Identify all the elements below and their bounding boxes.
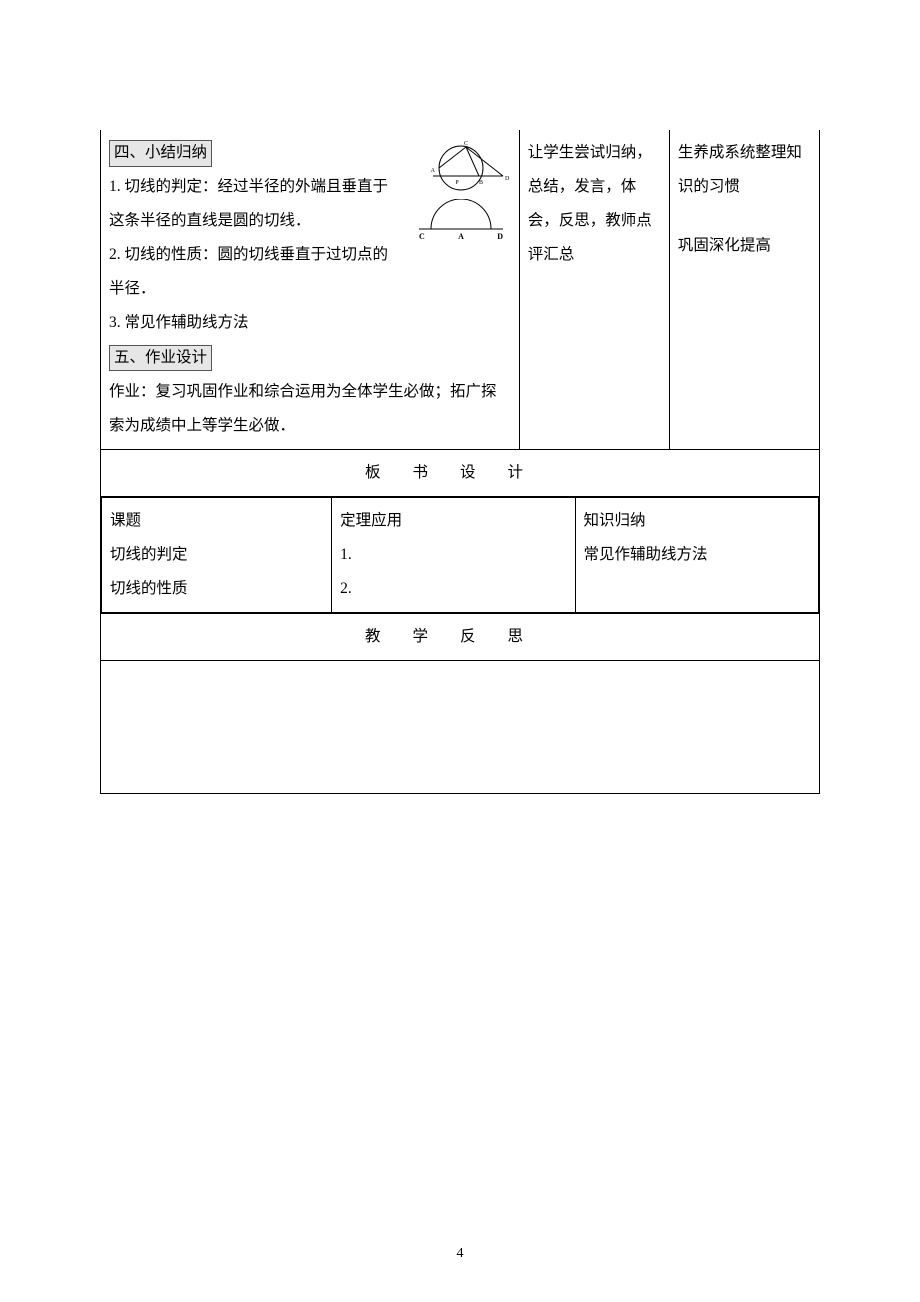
board-col-1: 课题 切线的判定 切线的性质 [102, 497, 332, 612]
fig1-label-a: A [430, 168, 435, 174]
board-c3-l2: 常见作辅助线方法 [584, 538, 810, 572]
board-c2-l2: 1. [340, 538, 566, 572]
section-4-heading: 四、小结归纳 [109, 140, 212, 167]
content-cell-left: C A P B D C A D 四、小结归 [101, 130, 520, 449]
fig1-label-c: C [464, 141, 468, 147]
board-c2-l1: 定理应用 [340, 504, 566, 538]
board-c2-l3: 2. [340, 572, 566, 606]
section-5-heading: 五、作业设计 [109, 345, 212, 372]
lesson-plan-table: C A P B D C A D 四、小结归 [100, 130, 820, 794]
fig1-label-d: D [505, 176, 510, 182]
fig1-label-p: P [455, 180, 459, 186]
page-number: 4 [0, 1246, 920, 1262]
board-design-cell: 课题 切线的判定 切线的性质 定理应用 1. 2. 知识归纳 常见作辅助线方法 [101, 496, 820, 613]
board-col-2: 定理应用 1. 2. [332, 497, 575, 612]
fig2-label-d: D [497, 232, 503, 241]
board-c1-l2: 切线的判定 [110, 538, 323, 572]
teaching-reflection-cell [101, 661, 820, 794]
fig2-label-a: A [458, 232, 464, 241]
fig1-label-b: B [479, 180, 483, 186]
section-4-item-3: 3. 常见作辅助线方法 [109, 306, 511, 340]
board-design-header: 板书设计 [101, 449, 820, 496]
section-4-item-2: 2. 切线的性质：圆的切线垂直于过切点的半径． [109, 238, 511, 306]
figure-circle-1: C A P B D [411, 138, 511, 193]
fig2-label-c: C [419, 232, 425, 241]
teaching-reflection-header: 教学反思 [101, 614, 820, 661]
section-5-text: 作业：复习巩固作业和综合运用为全体学生必做；拓广探索为成绩中上等学生必做． [109, 375, 511, 443]
figure-circle-2: C A D [411, 199, 511, 241]
goal-text-2: 巩固深化提高 [678, 229, 811, 263]
content-cell-middle: 让学生尝试归纳，总结，发言，体会，反思，教师点评汇总 [519, 130, 669, 449]
board-c1-l3: 切线的性质 [110, 572, 323, 606]
teacher-activity-text: 让学生尝试归纳，总结，发言，体会，反思，教师点评汇总 [528, 136, 661, 272]
board-c1-l1: 课题 [110, 504, 323, 538]
content-cell-right: 生养成系统整理知识的习惯 巩固深化提高 [669, 130, 819, 449]
board-c3-l1: 知识归纳 [584, 504, 810, 538]
goal-text-1: 生养成系统整理知识的习惯 [678, 136, 811, 204]
board-col-3: 知识归纳 常见作辅助线方法 [575, 497, 818, 612]
